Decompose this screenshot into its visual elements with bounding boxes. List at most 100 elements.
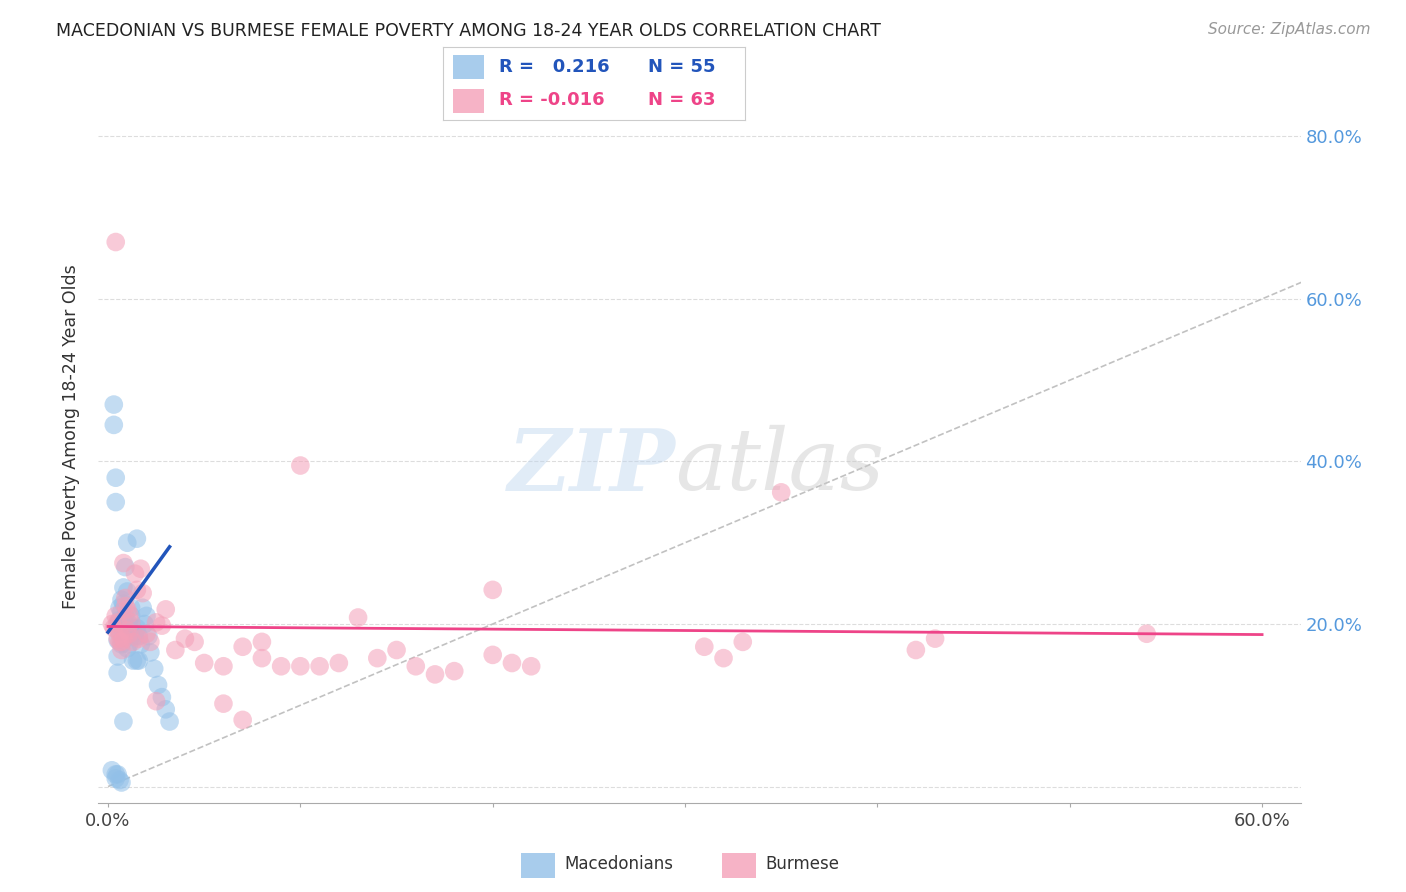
Point [112,581,135,595]
Point [108,635,131,649]
Point [101,617,124,632]
Point [101,764,124,778]
Text: N = 63: N = 63 [648,91,716,110]
Point [405,659,427,673]
Point [103,417,125,432]
Point [120,615,142,630]
Point [155,602,177,616]
Point [114,591,136,605]
Point [290,659,312,673]
Point [122,635,145,649]
Point [129,637,152,651]
Point [250,651,273,665]
Point [114,599,136,614]
Point [112,613,135,627]
Point [443,664,465,678]
Point [103,621,125,635]
Point [250,635,273,649]
Point [104,772,127,786]
Text: atlas: atlas [675,425,884,508]
Point [108,625,131,640]
Point [108,600,131,615]
Point [107,767,129,781]
Point [124,566,146,581]
Point [108,613,131,627]
Point [232,640,254,654]
Point [520,659,543,673]
Point [128,632,150,646]
Point [232,713,254,727]
Point [112,714,135,729]
Point [145,694,167,708]
Point [145,615,167,630]
Point [713,651,735,665]
Point [904,643,927,657]
Point [347,610,370,624]
Point [159,714,181,729]
Point [481,648,503,662]
Text: ZIP: ZIP [508,425,675,508]
Point [183,635,205,649]
Bar [454,89,484,113]
Point [107,649,129,664]
Point [131,586,153,600]
Point [117,602,139,616]
Point [120,600,142,615]
Point [134,617,156,632]
Point [693,640,716,654]
Point [139,645,162,659]
Point [114,629,136,643]
Point [112,632,135,646]
Point [125,532,148,546]
Point [150,618,173,632]
Point [125,654,148,668]
Point [104,235,127,249]
Point [174,632,197,646]
Point [110,775,132,789]
Point [128,629,150,643]
Point [924,632,946,646]
Point [104,495,127,509]
Point [104,608,127,623]
Point [120,608,142,623]
Point [143,662,166,676]
Point [150,690,173,705]
Text: R = -0.016: R = -0.016 [499,91,605,110]
Point [112,556,135,570]
Point [103,398,125,412]
Point [117,584,139,599]
Text: Macedonians: Macedonians [564,855,673,873]
Point [146,678,169,692]
Point [270,659,292,673]
Point [125,582,148,597]
Point [104,471,127,485]
Point [108,626,131,640]
Point [128,654,150,668]
Text: Burmese: Burmese [766,855,839,873]
Point [118,607,141,622]
Point [110,643,132,657]
Text: MACEDONIAN VS BURMESE FEMALE POVERTY AMONG 18-24 YEAR OLDS CORRELATION CHART: MACEDONIAN VS BURMESE FEMALE POVERTY AMO… [56,22,882,40]
Point [165,643,187,657]
Point [290,458,312,473]
Point [385,643,408,657]
Point [117,621,139,635]
Point [125,621,148,635]
Point [110,637,132,651]
Point [118,626,141,640]
Point [107,633,129,648]
Point [770,485,793,500]
Point [107,615,129,630]
Point [131,600,153,615]
Point [122,654,145,668]
Point [328,656,350,670]
Point [138,629,160,643]
Point [366,651,388,665]
Point [731,635,754,649]
Point [423,667,446,681]
Point [118,637,141,651]
Point [104,767,127,781]
Point [124,629,146,643]
Point [114,608,136,623]
Point [117,535,139,549]
